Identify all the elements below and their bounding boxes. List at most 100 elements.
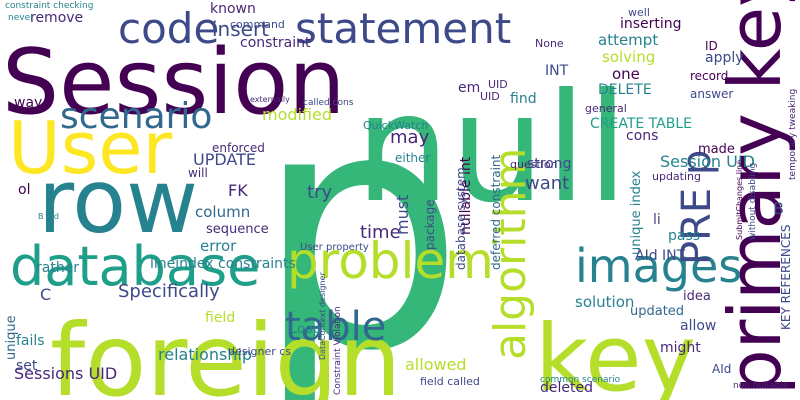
word-set: set (16, 358, 38, 374)
word-well: well (628, 6, 650, 19)
word-question: question (510, 158, 558, 171)
word-create-table: CREATE TABLE (590, 116, 692, 132)
word-uid-2: UID (488, 78, 508, 91)
word-unique-index: unique index (629, 170, 644, 255)
word-field-called: field called (420, 375, 480, 388)
word-id: ID (705, 39, 718, 53)
word-modified: modified (262, 105, 332, 124)
word-solution: solution (575, 293, 634, 311)
word-b: B (773, 199, 784, 218)
word-one: one (612, 65, 640, 83)
word-b-bid: B BId (38, 212, 59, 221)
word-temporary-tweaking: temporary tweaking (788, 89, 798, 180)
word-called-cons: called cons (303, 98, 354, 108)
word-nullable-int: nullable int (458, 156, 474, 235)
word-submitchanges-line: SubmitChanges line (735, 160, 744, 240)
word-constraint: constraint (240, 35, 311, 51)
word-designer-cs: designer cs (228, 345, 291, 358)
word-inserting: inserting (620, 16, 682, 32)
word-updated: updated (630, 304, 684, 319)
word-attempt: attempt (598, 31, 658, 49)
word-session-uid: Session UID (660, 152, 755, 171)
word-either: either (395, 151, 430, 165)
word-c: C (40, 285, 51, 304)
word-never: never (8, 13, 34, 23)
word-constraint-violation: Constraint Violation (333, 306, 343, 395)
word-updating: updating (652, 170, 701, 183)
word-package: package (423, 199, 437, 250)
word-uid: UID (480, 90, 500, 103)
word-session: Session (2, 30, 345, 135)
word-remove: remove (30, 10, 83, 26)
word-try: try (307, 182, 332, 203)
word-sessions-uid: Sessions UID (14, 364, 117, 383)
word-primary-key: primary key (713, 0, 797, 395)
word-unique: unique (4, 315, 19, 360)
word-pass: pass (668, 228, 700, 244)
word-none: None (535, 37, 564, 50)
word-answer: answer (690, 87, 733, 101)
word-algorithm: algorithm (485, 148, 536, 360)
word-aid: AId (712, 362, 731, 376)
word-scenario: scenario (60, 96, 212, 137)
word-made: made (698, 142, 735, 157)
word-aid-int: AId INT (635, 248, 686, 264)
word-datacontext-designer: DataContext designer (318, 272, 327, 360)
word-null: null (355, 62, 629, 236)
word-allow: allow (680, 318, 716, 334)
word-table: table (285, 304, 386, 350)
word-constraint-checking: constraint checking (5, 1, 93, 11)
word-int: INT (545, 63, 569, 79)
word-quickwatch: QuickWatch (363, 119, 428, 132)
word-em: em (458, 80, 480, 96)
word-rather: rather (36, 260, 79, 276)
word-database: database (10, 235, 260, 298)
word-way: way (14, 95, 42, 111)
word-deleted: deleted (540, 380, 593, 396)
word-strong: strong (527, 156, 572, 172)
word-without-disabling: without disabling (748, 163, 758, 240)
word-database-system: database system (454, 167, 468, 270)
word-sequence: sequence (206, 222, 269, 237)
word-update: UPDATE (193, 150, 256, 169)
word-key: key (535, 305, 696, 400)
word-solving: solving (602, 48, 655, 66)
word-may: may (390, 127, 430, 148)
word-general: general (585, 102, 627, 115)
word-will: will (188, 166, 208, 180)
word-enforced: enforced (212, 141, 265, 155)
word-must: must (393, 195, 412, 235)
word-time: time (360, 222, 401, 243)
word-known: known (210, 1, 256, 17)
word-row: row (38, 150, 198, 253)
word-code: code (118, 4, 219, 53)
word-field: field (205, 310, 235, 326)
word-cons: cons (626, 128, 658, 144)
word-problem: problem (287, 232, 494, 290)
word-might: might (660, 340, 701, 356)
word-apply: apply (705, 50, 744, 66)
word-deferred-constraint: deferred constraint (489, 154, 503, 270)
word-command: command (230, 18, 285, 31)
word-fk: FK (228, 181, 248, 200)
word-column: column (195, 203, 250, 221)
word-want: want (525, 173, 569, 194)
word-common-scenario: common scenario (540, 375, 621, 385)
word-pre-p: PRE p (674, 150, 720, 265)
word-specifically: Specifically (118, 281, 220, 302)
word-images: images (575, 239, 742, 293)
word-foreign: foreign (50, 302, 401, 400)
word-key-references: KEY REFERENCES (779, 225, 793, 330)
word-record: record (690, 69, 728, 83)
word-p: p (255, 39, 464, 400)
word-relationship: relationship (158, 345, 252, 364)
word-error: error (200, 237, 237, 255)
word-fails: fails (16, 333, 45, 349)
word-lineindex-constraints: lineindex constraints (150, 256, 296, 272)
word-loop: Loop (290, 322, 321, 337)
word-insert: insert (212, 17, 269, 41)
word-externally: externally (250, 95, 290, 104)
